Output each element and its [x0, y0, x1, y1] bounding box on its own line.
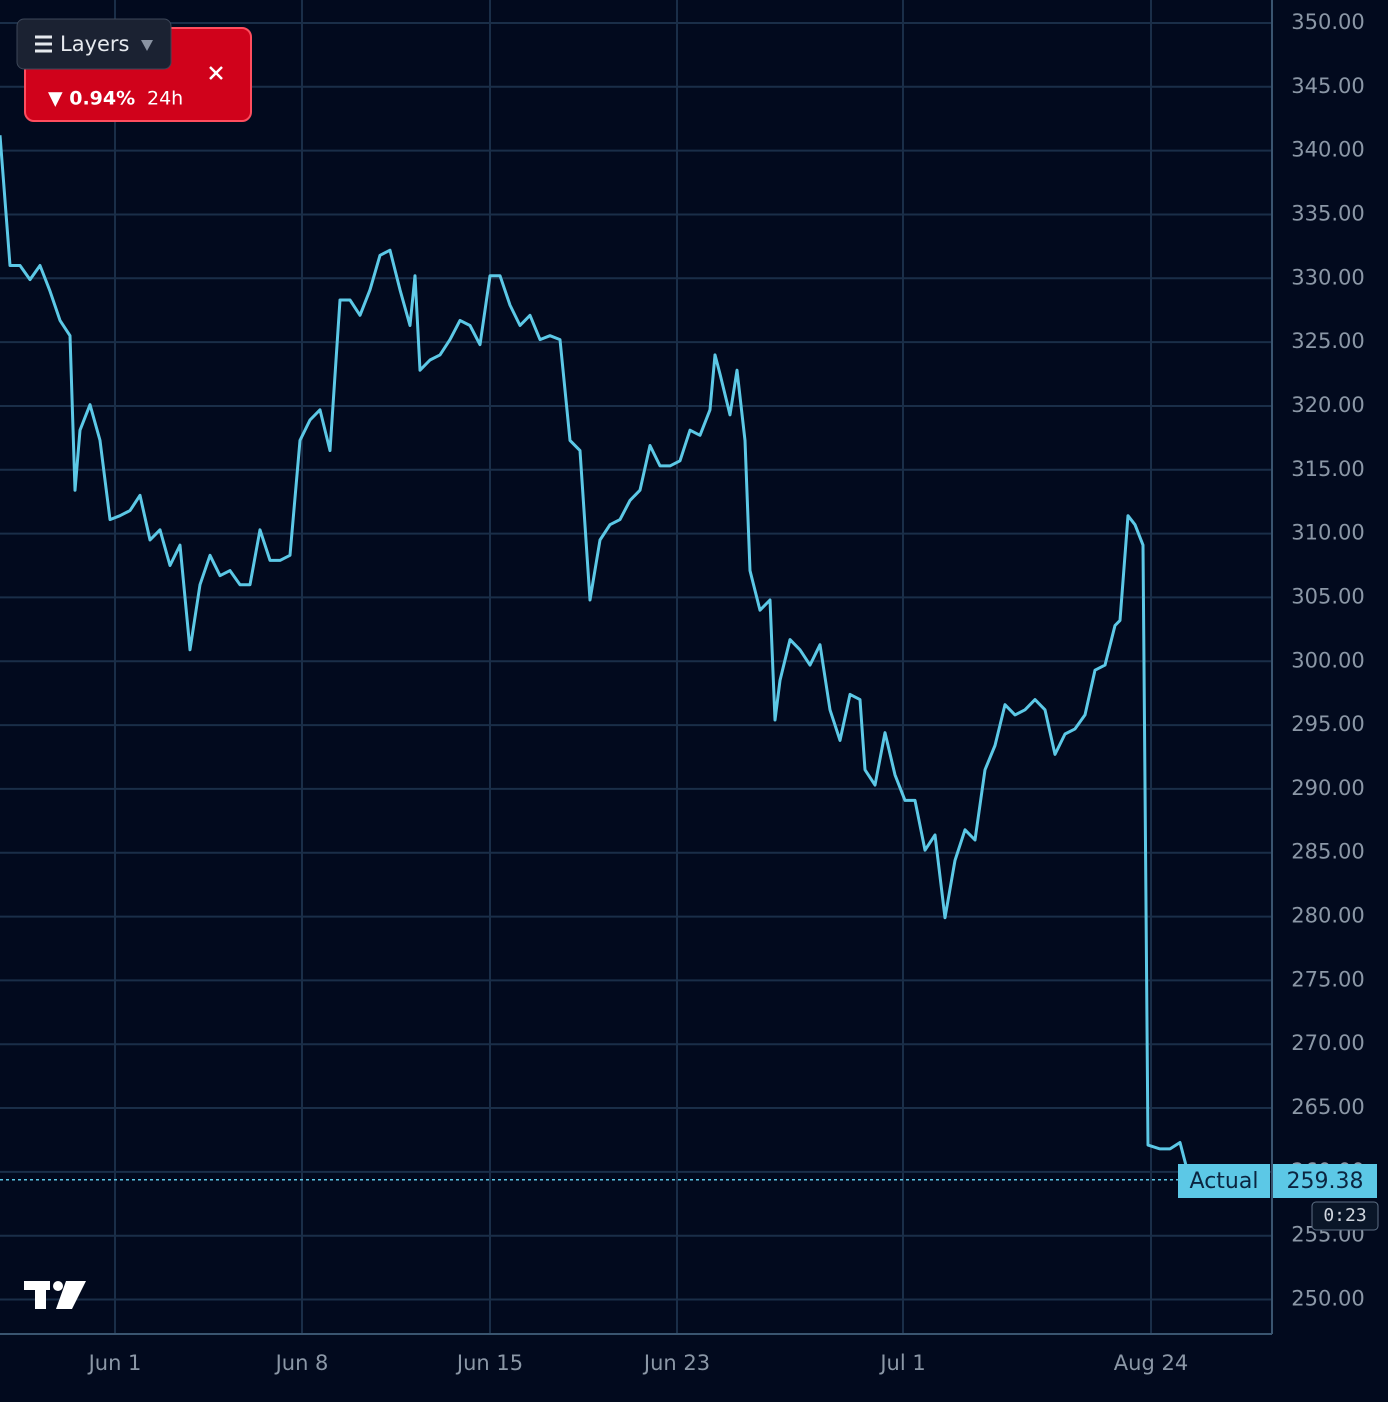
y-tick-label: 345.00	[1291, 74, 1364, 98]
y-tick-label: 285.00	[1291, 840, 1364, 864]
y-tick-label: 350.00	[1291, 10, 1364, 34]
logo	[24, 1281, 86, 1309]
y-tick-label: 335.00	[1291, 201, 1364, 225]
dropdown-icon	[141, 40, 153, 51]
layers-label: Layers	[60, 32, 130, 56]
y-tick-label: 330.00	[1291, 265, 1364, 289]
y-tick-label: 300.00	[1291, 648, 1364, 672]
price-name-box	[1178, 1164, 1270, 1198]
x-tick-label: Aug 24	[1114, 1351, 1188, 1375]
x-tick-label: Jun 1	[87, 1351, 142, 1375]
layers-bg	[16, 18, 172, 70]
timer: 0:23	[1323, 1205, 1366, 1226]
price-value-box	[1273, 1164, 1377, 1198]
price-line	[0, 135, 1223, 1197]
y-tick-label: 305.00	[1291, 584, 1364, 608]
x-tick-label: Jul 1	[878, 1351, 925, 1375]
y-tick-label: 315.00	[1291, 457, 1364, 481]
y-tick-label: 290.00	[1291, 776, 1364, 800]
timer-box	[1311, 1201, 1379, 1231]
price-name: Actual	[1190, 1169, 1259, 1194]
y-tick-label: 250.00	[1291, 1287, 1364, 1311]
menu-icon	[35, 35, 52, 53]
x-tick-label: Jun 23	[642, 1351, 710, 1375]
period: 24h	[147, 88, 183, 110]
y-tick-label: 340.00	[1291, 138, 1364, 162]
y-tick-label: 275.00	[1291, 967, 1364, 991]
y-tick-label: 280.00	[1291, 904, 1364, 928]
layers-button[interactable]: Layers	[16, 18, 172, 70]
change: ▼ 0.94%	[48, 88, 135, 110]
x-tick-label: Jun 15	[455, 1351, 523, 1375]
y-tick-label: 265.00	[1291, 1095, 1364, 1119]
plot	[0, 135, 1272, 1197]
price-value: 259.38	[1287, 1169, 1364, 1194]
y-tick-label: 325.00	[1291, 329, 1364, 353]
y-tick-label: 270.00	[1291, 1031, 1364, 1055]
price-tag: Actual 259.38 0:23	[1178, 1164, 1379, 1231]
x-tick-label: Jun 8	[274, 1351, 329, 1375]
y-tick-label: 310.00	[1291, 521, 1364, 545]
y-tick-label: 295.00	[1291, 712, 1364, 736]
grid	[0, 0, 1272, 1334]
y-tick-label: 320.00	[1291, 393, 1364, 417]
close-button[interactable]	[209, 66, 223, 80]
